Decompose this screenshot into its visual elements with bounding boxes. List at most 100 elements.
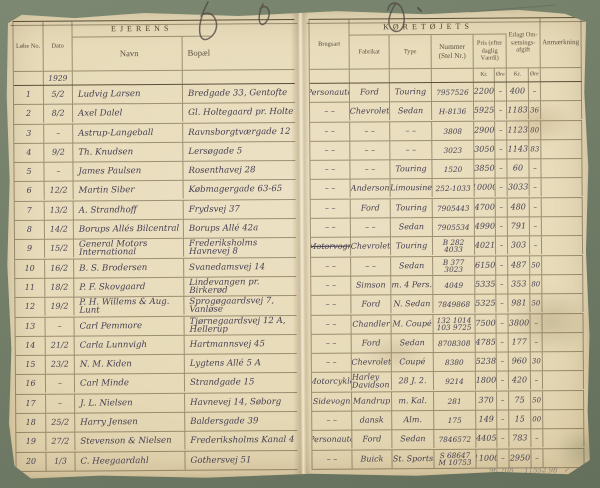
- cell-bopael: Lygtens Allé 5 A: [189, 358, 261, 369]
- cell-no: 12: [15, 298, 45, 317]
- cell-brugsart: Personauto: [312, 431, 352, 450]
- cell-fabrikat: Buick: [352, 450, 392, 469]
- cell-anm: [542, 178, 583, 197]
- band-empty: [73, 71, 183, 85]
- cell-nummer: 3023: [432, 141, 474, 160]
- cell-type: St. Sports: [392, 450, 434, 469]
- cell-fabrikat: – –: [350, 160, 390, 179]
- cell-bopael: Gothersvej 51: [190, 454, 252, 466]
- subheader-pris-ore: Øre: [495, 69, 507, 82]
- table-row: 20 1/3 C. Heegaardahl Gothersvej 51: [16, 451, 297, 472]
- cell-type: Sedan: [391, 257, 433, 276]
- cell-pris_ore: –: [497, 372, 509, 390]
- cell-fabrikat: Ford: [352, 431, 392, 450]
- cell-bopael: Borups Allé 42a: [188, 223, 259, 234]
- cell-pris_kr: 10000: [475, 179, 496, 198]
- cell-afg_kr: 15: [509, 410, 531, 429]
- cell-pris_ore: –: [496, 256, 508, 274]
- cell-navn: Th. Knudsen: [73, 142, 183, 161]
- cell-pris_ore: –: [496, 237, 508, 255]
- table-header-left: Løbe No. Dato EJERENS Navn Bopæl: [13, 20, 294, 72]
- cell-brugsart: Personauto: [310, 84, 350, 103]
- cell-afg_ore: 80: [530, 275, 542, 293]
- cell-pris_ore: –: [495, 140, 507, 158]
- table-row: – – Buick St. Sports S 68647 M 10753 11000–2…: [312, 449, 584, 470]
- cell-fabrikat: Mandrup: [352, 392, 392, 411]
- cell-brugsart: – –: [310, 161, 350, 180]
- cell-navn: Harry Jensen: [75, 413, 185, 432]
- cell-afg_kr: 353: [508, 275, 530, 294]
- cell-type: Coupé: [392, 353, 434, 372]
- table-row: 9 15/2 General Motors International Frederi…: [15, 238, 296, 259]
- cell-afg_ore: –: [531, 333, 543, 351]
- cell-anm: [543, 391, 584, 410]
- cell-pris_ore: –: [497, 449, 509, 467]
- cell-afg_kr: 1183: [507, 102, 529, 121]
- subheader-afgift-kr: Kr.: [507, 68, 529, 81]
- column-header-lobe-no: Løbe No.: [13, 22, 43, 71]
- cell-fabrikat: Anderson: [351, 180, 391, 199]
- cell-afg_ore: 83: [529, 140, 541, 158]
- cell-afg_kr: 75: [509, 391, 531, 410]
- cell-type: m. Kal.: [392, 392, 434, 411]
- cell-no: 15: [16, 356, 46, 375]
- cell-type: – –: [390, 122, 432, 141]
- table-row: 17– J. L. Nielsen Havnevej 14, Søborg: [16, 393, 297, 414]
- cell-nummer: B 377 3023: [433, 256, 475, 275]
- column-header-dato: Dato: [43, 22, 72, 71]
- cell-anm: [541, 140, 582, 159]
- cell-pris_ore: –: [497, 430, 509, 448]
- cell-afg_kr: 783: [509, 430, 531, 449]
- cell-pris_kr: 3850: [474, 160, 495, 179]
- cell-pris_ore: –: [496, 314, 508, 332]
- cell-anm: [542, 256, 583, 275]
- cell-dato: 19/2: [45, 298, 74, 317]
- cell-fabrikat: – –: [350, 141, 390, 160]
- table-body-right: Personauto Ford Touring 7957526 2200–400– – –…: [310, 82, 585, 470]
- subheader-afgift-ore: Øre: [529, 68, 541, 81]
- cell-afg_ore: 00: [531, 410, 543, 428]
- cell-type: 28 J. 2.: [392, 372, 434, 391]
- table-row: 13– Carl Pemmore Tjørnegaardsvej 12 A, Hel…: [16, 316, 297, 337]
- cell-pris_kr: 1800: [476, 372, 497, 391]
- cell-afg_kr: 3800: [508, 314, 530, 333]
- cell-dato: –: [45, 317, 74, 336]
- cell-navn: Carl Minde: [75, 374, 185, 393]
- cell-brugsart: – –: [310, 141, 350, 160]
- cell-navn: Borups Allés Bilcentral: [74, 220, 184, 239]
- cell-brugsart: – –: [311, 180, 351, 199]
- cell-no: 20: [16, 452, 46, 471]
- cell-nummer: S 68647 M 10753: [434, 449, 476, 468]
- cell-type: Alm.: [392, 411, 434, 430]
- cell-nummer: 8708308: [434, 334, 476, 353]
- cell-no: 16: [16, 375, 46, 394]
- cell-anm: [542, 236, 583, 255]
- cell-pris_kr: 4785: [476, 333, 497, 352]
- cell-nummer: 8380: [434, 353, 476, 372]
- cell-dato: 18/2: [45, 278, 74, 297]
- cell-brugsart: Motorvogn: [311, 238, 351, 257]
- cell-brugsart: – –: [312, 334, 352, 353]
- cell-dato: 16/2: [45, 259, 74, 278]
- cell-afg_kr: 303: [508, 237, 530, 256]
- cell-brugsart: – –: [312, 354, 352, 373]
- cell-anm: [541, 121, 582, 140]
- table-row: – – – – Sedan 7905534 4990–791–: [311, 217, 583, 238]
- cell-nummer: 281: [434, 391, 476, 410]
- cell-anm: [542, 275, 583, 294]
- column-header-brugsart: Brugsart: [309, 20, 349, 69]
- table-row: – – Ford N. Sedan 7849868 5325–981 50: [311, 294, 583, 315]
- cell-bopael: Havnevej 14, Søborg: [190, 396, 282, 408]
- band-empty: [541, 68, 582, 81]
- cell-no: 19: [16, 433, 46, 452]
- cell-nummer: H-8136: [432, 102, 474, 121]
- ledger-page-left: Løbe No. Dato EJERENS Navn Bopæl 1929: [12, 19, 297, 472]
- cell-type: Sedan: [391, 218, 433, 237]
- table-row: – – Simson m. 4 Pers. 4049 5335–353 80: [311, 275, 583, 296]
- cell-nummer: 1520: [432, 160, 474, 179]
- cell-nummer: 3808: [432, 121, 474, 140]
- cell-dato: –: [46, 394, 75, 413]
- cell-afg_kr: 480: [508, 198, 530, 217]
- cell-type: Touring: [391, 237, 433, 256]
- year-value: 1929: [44, 72, 73, 85]
